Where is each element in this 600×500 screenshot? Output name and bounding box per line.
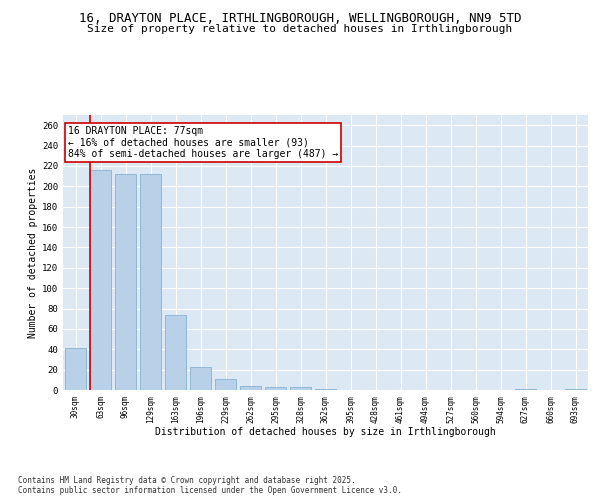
- Bar: [290, 387, 311, 390]
- Bar: [265, 387, 286, 390]
- Bar: [240, 386, 261, 390]
- Y-axis label: Number of detached properties: Number of detached properties: [28, 168, 38, 338]
- Bar: [90, 170, 111, 390]
- Bar: [515, 389, 536, 390]
- Bar: [115, 174, 136, 390]
- Bar: [565, 389, 586, 390]
- Bar: [315, 389, 336, 390]
- Text: 16 DRAYTON PLACE: 77sqm
← 16% of detached houses are smaller (93)
84% of semi-de: 16 DRAYTON PLACE: 77sqm ← 16% of detache…: [68, 126, 338, 159]
- Text: Contains HM Land Registry data © Crown copyright and database right 2025.
Contai: Contains HM Land Registry data © Crown c…: [18, 476, 402, 495]
- Text: 16, DRAYTON PLACE, IRTHLINGBOROUGH, WELLINGBOROUGH, NN9 5TD: 16, DRAYTON PLACE, IRTHLINGBOROUGH, WELL…: [79, 12, 521, 26]
- Text: Size of property relative to detached houses in Irthlingborough: Size of property relative to detached ho…: [88, 24, 512, 34]
- Bar: [190, 366, 211, 390]
- Bar: [140, 174, 161, 390]
- X-axis label: Distribution of detached houses by size in Irthlingborough: Distribution of detached houses by size …: [155, 427, 496, 437]
- Bar: [65, 348, 86, 390]
- Bar: [165, 314, 186, 390]
- Bar: [215, 379, 236, 390]
